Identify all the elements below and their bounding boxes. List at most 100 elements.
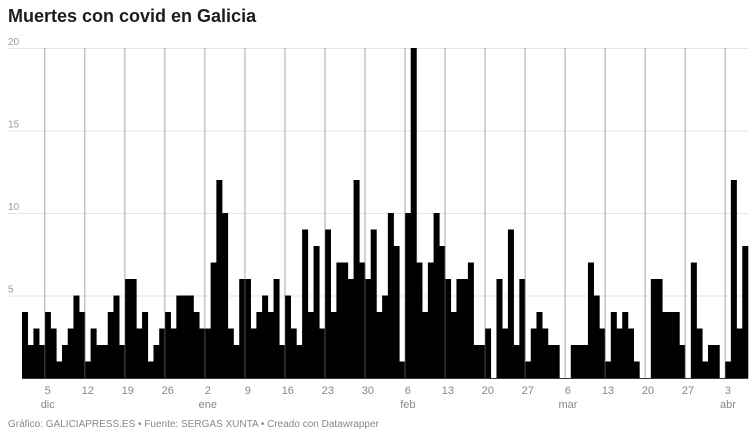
bar [296,345,303,378]
bar [616,328,623,378]
bar [662,312,669,378]
bar [547,345,554,378]
bar [673,312,680,378]
bar [496,279,503,378]
bar [485,328,492,378]
x-tick-label: 13 [442,385,454,397]
bar [79,312,86,378]
bar [416,262,423,378]
bar [690,262,697,378]
bar [130,279,137,378]
x-month-label: abr [720,399,736,411]
x-tick-label: 3 [725,385,731,397]
bar [90,328,97,378]
x-month-label: ene [199,399,217,411]
bar [445,279,452,378]
bar [136,328,143,378]
bar [742,246,749,378]
bar [610,312,617,378]
x-tick-label: 30 [362,385,374,397]
bar [44,312,51,378]
y-tick-label: 20 [8,37,20,48]
y-tick-label: 15 [8,120,20,131]
y-tick-label: 10 [8,202,20,213]
bar [107,312,114,378]
bar [725,361,732,378]
bar [73,295,80,378]
bar [62,345,69,378]
bar [359,262,366,378]
bar [256,312,263,378]
bar [233,345,240,378]
bar [182,295,189,378]
bar [707,345,715,378]
bar [364,279,372,378]
bar [667,312,674,378]
bar [22,312,29,378]
bar [307,312,314,378]
bar [576,345,583,378]
bar [650,279,657,378]
bar [593,295,600,378]
bar [273,279,280,378]
x-tick-label: 9 [245,385,251,397]
bar [336,262,343,378]
bar [102,345,109,378]
bar [267,312,274,378]
bar [570,345,577,378]
bar [302,229,309,378]
bar [216,180,223,378]
bar [170,328,177,378]
bar [433,213,440,378]
x-month-label: dic [41,399,56,411]
bar [153,345,160,378]
bar [39,345,46,378]
bar [193,312,200,378]
bar [239,279,246,378]
bar [462,279,469,378]
bar [507,229,514,378]
bar [387,213,394,378]
y-tick-label: 5 [8,285,14,296]
x-month-label: feb [400,399,415,411]
bar [622,312,629,378]
bar [244,279,251,378]
x-tick-label: 2 [205,385,211,397]
bar [542,328,549,378]
bar [696,328,703,378]
bar [33,328,40,378]
bar [633,361,640,378]
bar [513,345,520,378]
bar [227,328,234,378]
bar [376,312,383,378]
bar [605,361,612,378]
bar [204,328,211,378]
bar [342,262,349,378]
bar [96,345,103,378]
bar [370,229,377,378]
bar [502,328,509,378]
bar [142,312,149,378]
x-tick-label: 19 [122,385,134,397]
bar [467,262,474,378]
bar [679,345,686,378]
x-tick-label: 6 [405,385,411,397]
bar [536,312,543,378]
x-tick-label: 20 [642,385,654,397]
bar [113,295,120,378]
x-tick-label: 6 [565,385,571,397]
bar [67,328,74,378]
bar [147,361,154,378]
bar [164,312,171,378]
bar [393,246,400,378]
bar [405,213,412,378]
bar [279,345,286,378]
bar [599,328,606,378]
x-tick-label: 5 [45,385,51,397]
bar [119,345,126,378]
bar [450,312,457,378]
bar [382,295,389,378]
bar [27,345,34,378]
bar [353,180,360,378]
